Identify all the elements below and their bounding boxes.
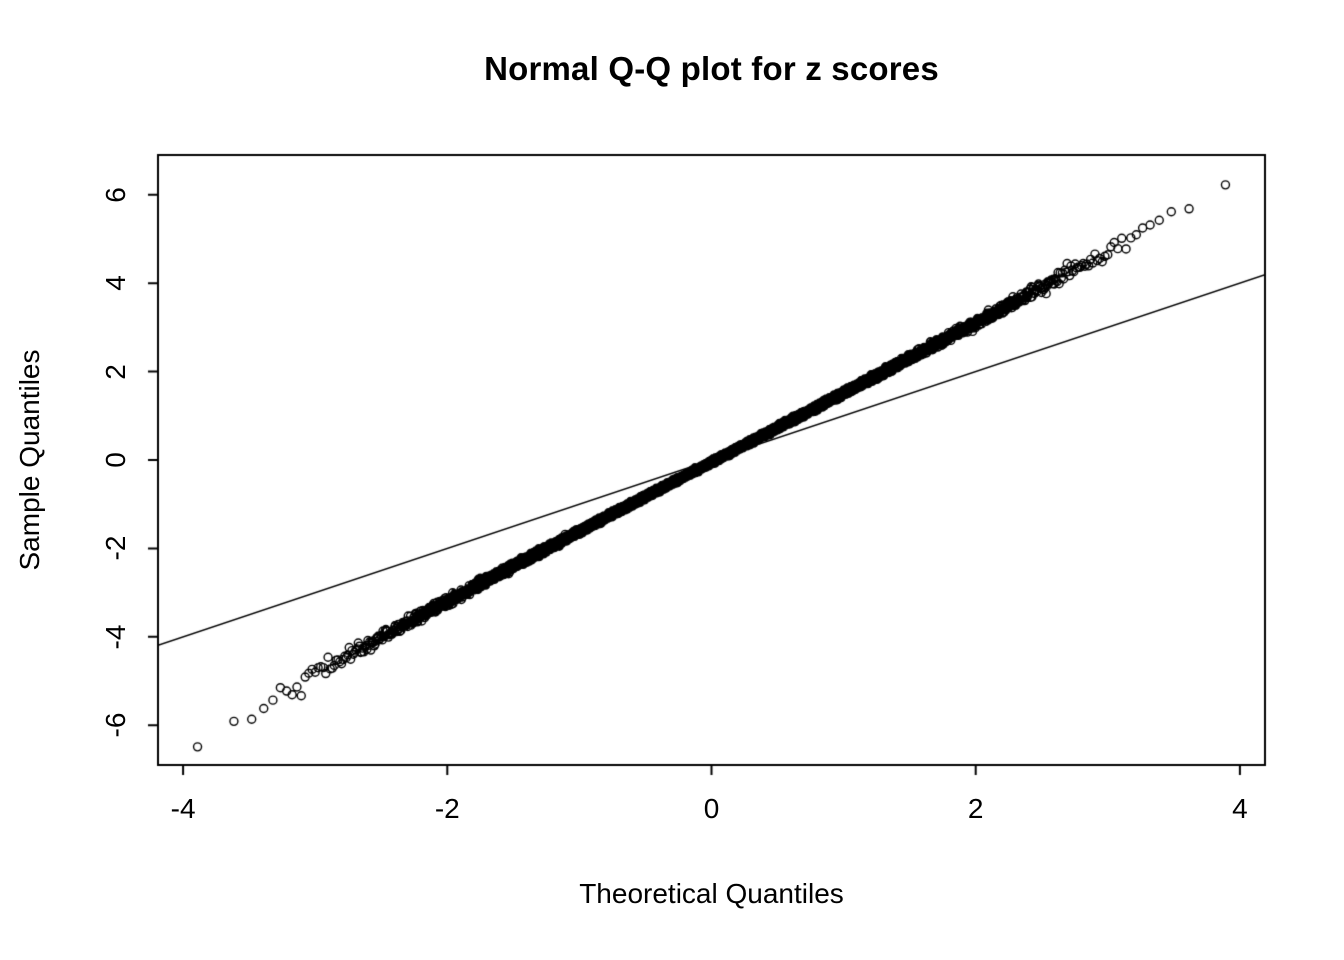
- x-tick-label: 4: [1232, 793, 1248, 824]
- y-tick-label: 2: [100, 363, 131, 380]
- x-axis-title: Theoretical Quantiles: [579, 878, 844, 909]
- x-tick-label: 2: [967, 793, 984, 824]
- y-tick-label: 0: [100, 452, 131, 468]
- y-axis-title: Sample Quantiles: [14, 349, 45, 571]
- x-tick-label: -4: [170, 793, 196, 824]
- y-tick-label: -4: [100, 624, 131, 650]
- x-tick-label: -2: [434, 793, 460, 824]
- y-tick-label: -2: [100, 535, 131, 561]
- y-tick-label: 6: [100, 186, 131, 203]
- x-tick-label: 0: [703, 793, 720, 824]
- y-tick-label: -6: [100, 712, 131, 738]
- y-tick-label: 4: [100, 275, 131, 291]
